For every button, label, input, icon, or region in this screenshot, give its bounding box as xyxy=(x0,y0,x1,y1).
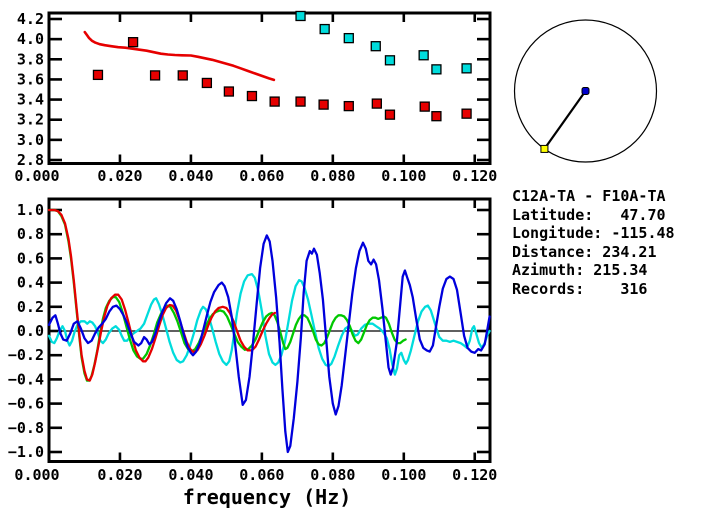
measured-velocity-squares-red-marker xyxy=(149,70,161,81)
measured-velocity-squares-cyan-marker xyxy=(295,10,306,22)
y-tick-label: 3.8 xyxy=(17,50,44,68)
waveform-blue xyxy=(47,234,491,454)
y-tick-label: 0.6 xyxy=(17,249,44,267)
y-tick-label: −0.2 xyxy=(8,346,44,364)
waveform-plot-frame xyxy=(47,197,492,463)
x-tick-label: 0.060 xyxy=(239,167,284,185)
y-tick-label: 0.2 xyxy=(17,298,44,316)
measured-velocity-squares-red-marker xyxy=(384,109,396,120)
measured-velocity-squares-red-marker xyxy=(318,99,329,110)
measured-velocity-squares-cyan-marker xyxy=(343,32,354,44)
measured-velocity-squares-cyan-marker xyxy=(418,50,429,61)
y-tick-label: 0.4 xyxy=(17,274,44,292)
x-tick-label: 0.020 xyxy=(97,466,142,484)
measured-velocity-squares-cyan-marker xyxy=(370,41,381,52)
measured-velocity-squares-red-marker xyxy=(127,37,139,48)
measured-velocity-squares-red-marker xyxy=(371,98,382,109)
station-info-panel: C12A-TA - F10A-TA Latitude: 47.70 Longit… xyxy=(512,187,700,299)
measured-velocity-squares-red-marker xyxy=(343,100,354,112)
distance-line: Distance: 234.21 xyxy=(512,242,657,261)
measured-velocity-squares-red-marker xyxy=(431,111,442,122)
station-azimuth-line xyxy=(543,90,587,150)
latitude-line: Latitude: 47.70 xyxy=(512,205,666,224)
measured-velocity-squares-red-marker xyxy=(177,70,188,81)
measured-velocity-squares-red-marker xyxy=(92,69,104,81)
y-tick-label: −0.8 xyxy=(8,419,44,437)
x-tick-label: 0.120 xyxy=(452,466,497,484)
y-tick-label: 3.0 xyxy=(17,131,44,149)
y-tick-label: −0.6 xyxy=(8,395,44,413)
measured-velocity-squares-cyan-marker xyxy=(384,55,396,66)
center-station-dot xyxy=(581,87,590,95)
y-tick-label: 3.4 xyxy=(17,91,44,109)
measured-velocity-squares-red-marker xyxy=(461,108,472,119)
measured-velocity-squares-cyan-marker xyxy=(461,63,472,74)
predicted-dispersion-curve xyxy=(83,30,276,82)
waveform-cyan xyxy=(47,272,491,376)
measured-velocity-squares-red-marker xyxy=(201,77,213,89)
x-tick-label: 0.120 xyxy=(452,167,497,185)
x-tick-label: 0.000 xyxy=(14,167,59,185)
y-tick-label: 2.8 xyxy=(17,151,44,169)
azimuth-line: Azimuth: 215.34 xyxy=(512,261,648,280)
x-tick-label: 0.040 xyxy=(168,466,213,484)
x-tick-label: 0.080 xyxy=(310,167,355,185)
y-tick-label: 3.6 xyxy=(17,70,44,88)
measured-velocity-squares-red-marker xyxy=(269,96,280,107)
azimuth-circle xyxy=(513,19,658,163)
longitude-line: Longitude: -115.48 xyxy=(512,224,675,243)
y-tick-label: 1.0 xyxy=(17,201,44,219)
x-tick-label: 0.100 xyxy=(381,466,426,484)
y-tick-label: −0.4 xyxy=(8,370,44,388)
y-tick-label: −1.0 xyxy=(8,443,44,461)
y-tick-label: 0.8 xyxy=(17,225,44,243)
records-line: Records: 316 xyxy=(512,279,648,298)
dispersion-plot-frame xyxy=(47,11,492,165)
x-tick-label: 0.000 xyxy=(14,466,59,484)
y-tick-label: 3.2 xyxy=(17,111,44,129)
station-pair-title: C12A-TA - F10A-TA xyxy=(512,187,666,205)
measured-velocity-squares-cyan-marker xyxy=(431,64,442,75)
measured-velocity-squares-red-marker xyxy=(419,101,430,112)
x-tick-label: 0.080 xyxy=(310,466,355,484)
waveform-red xyxy=(47,208,277,382)
y-tick-label: 0.0 xyxy=(17,322,44,340)
x-tick-label: 0.060 xyxy=(239,466,284,484)
x-tick-label: 0.020 xyxy=(97,167,142,185)
y-tick-label: 4.2 xyxy=(17,10,44,28)
y-tick-label: 4.0 xyxy=(17,30,44,48)
measured-velocity-squares-red-marker xyxy=(295,96,306,107)
x-tick-label: 0.100 xyxy=(381,167,426,185)
x-axis-title: frequency (Hz) xyxy=(183,485,352,509)
azimuth-station-dot xyxy=(540,144,549,153)
x-tick-label: 0.040 xyxy=(168,167,213,185)
measured-velocity-squares-red-marker xyxy=(246,90,258,102)
measured-velocity-squares-red-marker xyxy=(223,86,235,97)
measured-velocity-squares-cyan-marker xyxy=(319,23,330,35)
